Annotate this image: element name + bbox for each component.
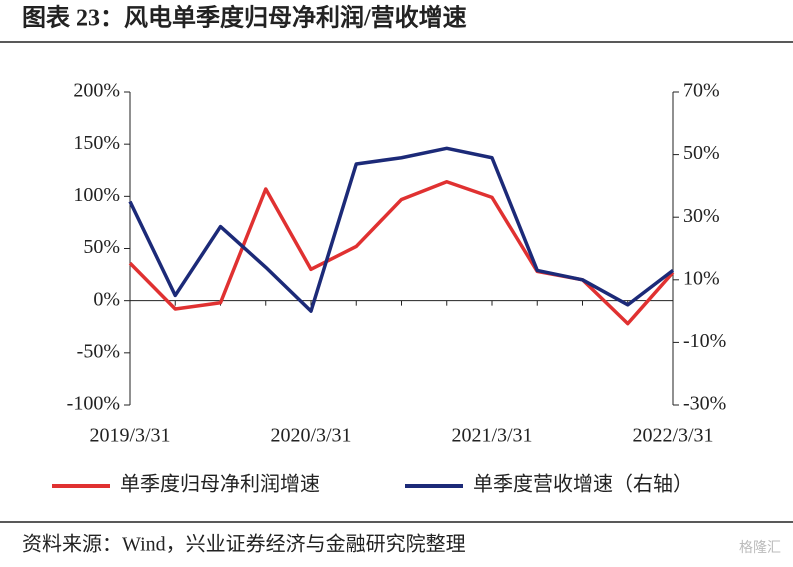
y-tick-label: -100% xyxy=(67,393,120,415)
x-tick-label: 2020/3/31 xyxy=(270,425,351,447)
series-line xyxy=(128,146,675,313)
x-tick-label: 2022/3/31 xyxy=(632,425,713,447)
x-tick-label: 2019/3/31 xyxy=(89,425,170,447)
y-tick-label: 50% xyxy=(83,236,120,258)
y2-tick-label: 70% xyxy=(683,80,720,102)
source: 资料来源：Wind，兴业证券经济与金融研究院整理 xyxy=(22,533,466,556)
legend-label: 单季度归母净利润增速 xyxy=(120,473,320,496)
y2-tick-label: 50% xyxy=(683,142,720,164)
y-tick-label: -50% xyxy=(77,340,120,362)
y2-tick-label: -30% xyxy=(683,393,726,415)
y2-tick-label: 30% xyxy=(683,205,720,227)
y-tick-label: 100% xyxy=(73,184,120,206)
y-tick-label: 150% xyxy=(73,132,120,154)
y2-tick-label: -10% xyxy=(683,330,726,352)
chart-title: 图表 23：风电单季度归母净利润/营收增速 xyxy=(22,4,467,32)
x-tick-label: 2021/3/31 xyxy=(451,425,532,447)
y2-tick-label: 10% xyxy=(683,267,720,289)
y-tick-label: 0% xyxy=(93,288,120,310)
legend-label: 单季度营收增速（右轴） xyxy=(473,473,693,496)
watermark: 格隆汇 xyxy=(739,540,781,556)
y-tick-label: 200% xyxy=(73,80,120,102)
